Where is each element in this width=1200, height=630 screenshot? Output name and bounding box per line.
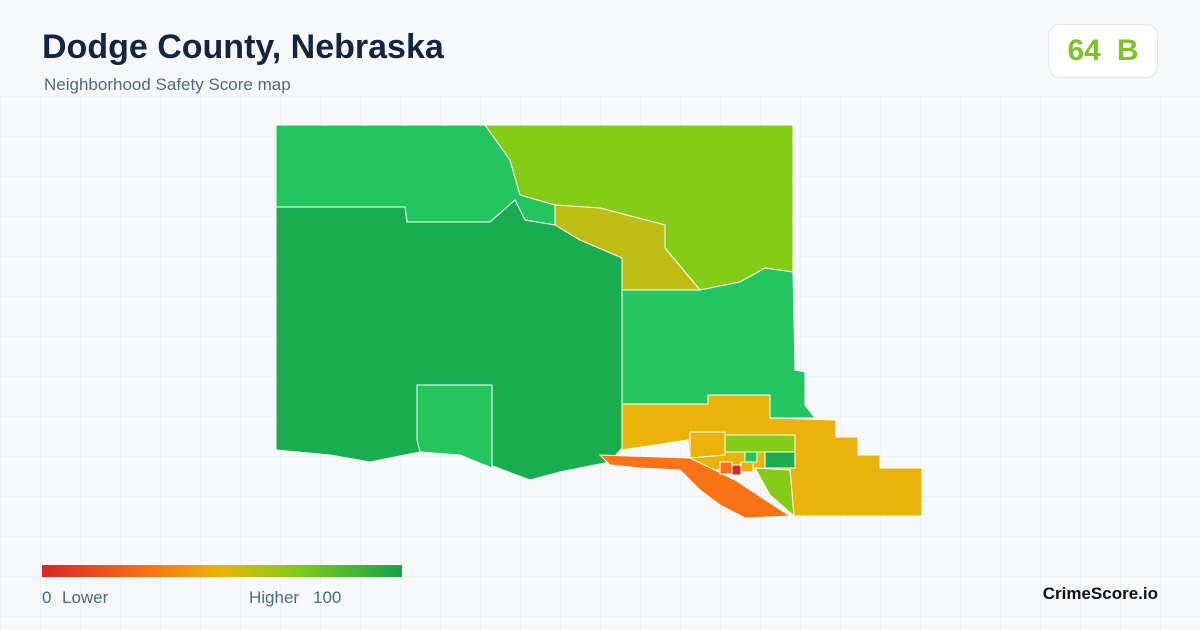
- region: [754, 467, 795, 518]
- score-grade: B: [1116, 34, 1139, 67]
- brand: CrimeScore.io: [1042, 584, 1158, 603]
- region: [275, 199, 623, 481]
- region: [416, 384, 493, 469]
- legend-min: 0: [42, 588, 52, 607]
- region: [744, 451, 758, 463]
- legend-gradient: [42, 565, 402, 577]
- region: [724, 434, 796, 453]
- region: [764, 451, 796, 469]
- region: [731, 464, 742, 476]
- score-value: 64: [1067, 34, 1101, 67]
- legend-min-label: Lower: [62, 588, 109, 607]
- title: Dodge County, Nebraska: [42, 28, 444, 66]
- legend-max-label: Higher: [249, 588, 300, 607]
- subtitle: Neighborhood Safety Score map: [44, 75, 291, 94]
- score-badge: 64 B: [1048, 24, 1158, 78]
- region: [689, 431, 726, 459]
- region: [719, 461, 733, 475]
- legend-max: 100: [313, 588, 342, 607]
- region: [740, 461, 754, 473]
- regions: [275, 124, 923, 519]
